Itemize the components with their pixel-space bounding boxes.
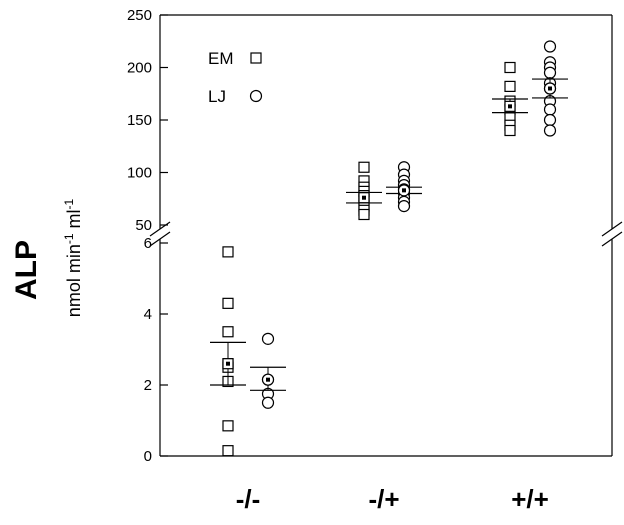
mean-dot-lj: [548, 86, 552, 91]
data-point-lj: [397, 200, 411, 213]
data-point-em: [222, 445, 234, 457]
ytick-100-tick-label: 100: [127, 165, 152, 182]
unit-superscript: -1: [62, 198, 76, 209]
data-point-em: [504, 61, 516, 74]
data-point-em: [222, 297, 234, 309]
data-point-em: [504, 124, 516, 137]
y-axis-unit: nmol min-1 ml-1: [62, 198, 84, 317]
ytick-150-tick-label: 150: [127, 112, 152, 129]
mean-dot-lj: [266, 377, 270, 382]
legend-marker-lj: [249, 89, 263, 103]
data-point-lj: [543, 103, 557, 116]
data-point-em: [504, 80, 516, 93]
ytick-200-tick-label: 200: [127, 60, 152, 77]
x-category-label: -/+: [368, 484, 399, 514]
data-point-em: [358, 208, 370, 221]
unit-text: nmol min: [64, 244, 84, 317]
axis-break-mark-right-2: [601, 231, 623, 247]
axis-break-mark-left-2: [149, 231, 171, 247]
legend-label-em: EM: [208, 49, 234, 68]
x-category-label: -/-: [236, 484, 261, 514]
axis-break-mark-right-1: [601, 221, 623, 237]
mean-dot-em: [362, 195, 366, 200]
data-point-lj: [543, 124, 557, 137]
ytick-0-tick-label: 0: [144, 448, 152, 465]
legend-label-lj: LJ: [208, 87, 226, 106]
mean-dot-em: [226, 361, 230, 366]
data-point-lj: [543, 40, 557, 53]
unit-superscript: -1: [62, 233, 76, 244]
ytick-2-tick-label: 2: [144, 377, 152, 394]
y-axis-title: ALP: [10, 240, 43, 300]
data-point-em: [358, 161, 370, 173]
labels: -/- -/+ +/+ALP nmol min-1 ml-1: [10, 198, 549, 514]
mean-dot-em: [508, 104, 512, 109]
unit-text: ml: [64, 209, 84, 233]
legend: EM LJ: [208, 49, 263, 106]
ticks: 0 2 4 650 100 150 200 250: [127, 7, 168, 465]
data-point-lj: [543, 113, 557, 127]
axis-break-mark-left-1: [149, 221, 171, 237]
ytick-250-tick-label: 250: [127, 7, 152, 24]
data-marks: [210, 40, 568, 457]
data-point-em: [222, 326, 234, 338]
data-point-em: [222, 420, 234, 432]
data-point-lj: [261, 332, 275, 345]
axes: [149, 14, 623, 457]
ytick-4-tick-label: 4: [144, 306, 152, 323]
data-point-em: [222, 246, 234, 258]
mean-dot-lj: [402, 188, 406, 193]
data-point-lj: [543, 66, 557, 79]
ytick-50-tick-label: 50: [135, 217, 152, 234]
ytick-6-tick-label: 6: [144, 235, 152, 252]
legend-marker-em: [250, 52, 262, 64]
data-point-lj: [261, 396, 275, 409]
x-category-label: +/+: [511, 484, 549, 514]
